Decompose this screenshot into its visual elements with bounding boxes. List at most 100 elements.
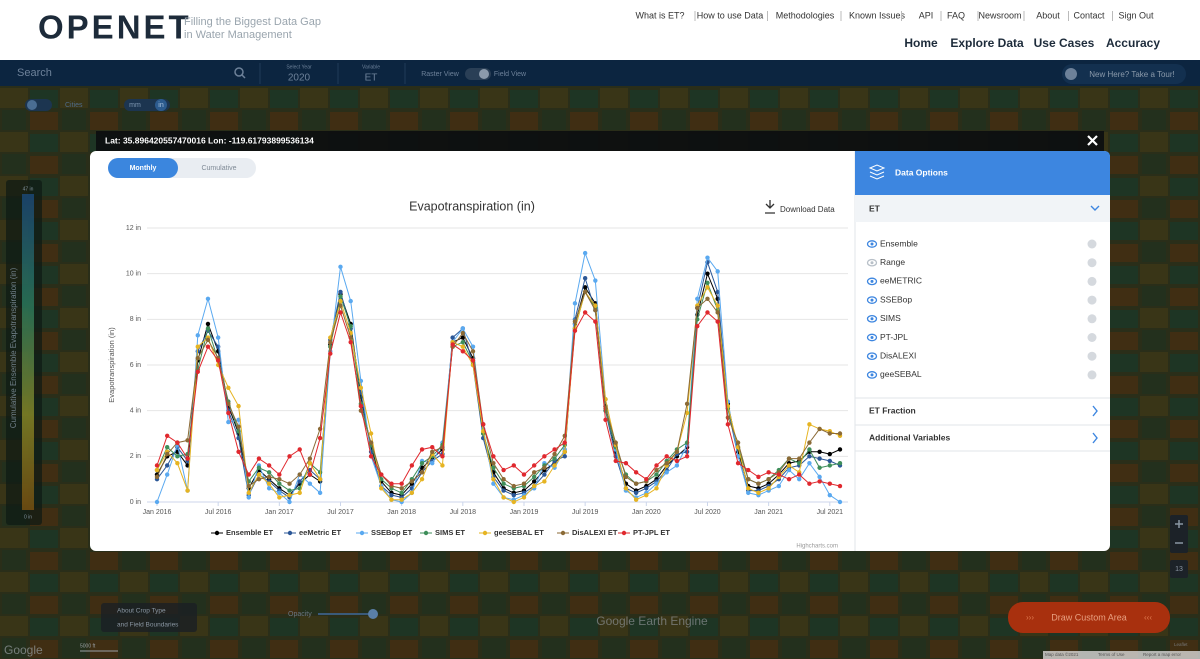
- search-icon[interactable]: [234, 67, 244, 77]
- top-link[interactable]: Contact: [1073, 10, 1105, 20]
- et-item[interactable]: geeSEBAL: [880, 369, 922, 379]
- et-item[interactable]: DisALEXI: [880, 350, 916, 360]
- section-title[interactable]: Additional Variables: [869, 432, 951, 442]
- eye-icon[interactable]: [870, 317, 874, 321]
- point: [450, 342, 455, 347]
- leaflet-credit[interactable]: Leaflet: [1174, 642, 1188, 647]
- legend-swatch[interactable]: [214, 530, 220, 536]
- x-tick-label: Jul 2020: [694, 509, 721, 516]
- year-select[interactable]: 2020: [288, 73, 311, 84]
- et-item[interactable]: Ensemble: [880, 238, 918, 248]
- help-icon[interactable]: [1087, 351, 1097, 361]
- top-link[interactable]: API: [919, 10, 934, 20]
- crop-info-button[interactable]: [101, 603, 197, 632]
- eye-icon[interactable]: [866, 296, 878, 304]
- eye-icon[interactable]: [870, 242, 874, 246]
- legend-item[interactable]: geeSEBAL ET: [494, 528, 544, 537]
- close-button[interactable]: [1087, 135, 1098, 146]
- legend-swatch[interactable]: [287, 530, 293, 536]
- eye-icon[interactable]: [870, 261, 874, 265]
- top-link[interactable]: About: [1036, 10, 1060, 20]
- et-item[interactable]: SIMS: [880, 313, 901, 323]
- point: [409, 463, 415, 468]
- tour-button[interactable]: [1062, 64, 1186, 84]
- eye-icon[interactable]: [866, 333, 878, 342]
- nav-link[interactable]: Accuracy: [1106, 36, 1160, 50]
- point: [654, 463, 659, 468]
- nav-link[interactable]: Home: [904, 36, 938, 50]
- section-title[interactable]: ET: [869, 203, 881, 213]
- eye-icon[interactable]: [866, 277, 878, 286]
- top-link[interactable]: Methodologies: [776, 10, 835, 20]
- help-icon[interactable]: [1087, 258, 1097, 268]
- top-link[interactable]: How to use Data: [697, 10, 764, 20]
- eye-icon[interactable]: [866, 352, 878, 361]
- eye-icon[interactable]: [870, 373, 874, 377]
- top-link[interactable]: Newsroom: [978, 10, 1021, 20]
- credits[interactable]: Highcharts.com: [796, 544, 838, 550]
- legend-item[interactable]: eeMetric ET: [299, 528, 342, 537]
- chevron[interactable]: [1090, 205, 1100, 211]
- legend-swatch[interactable]: [621, 530, 627, 536]
- top-link[interactable]: FAQ: [947, 10, 965, 20]
- point: [379, 486, 384, 491]
- legend-item[interactable]: DisALEXI ET: [572, 528, 618, 537]
- download-icon[interactable]: [765, 200, 775, 214]
- chevron[interactable]: [1092, 432, 1098, 444]
- tab[interactable]: Monthly: [130, 165, 157, 172]
- help-icon[interactable]: [1087, 370, 1097, 380]
- point: [307, 460, 313, 466]
- legend-swatch[interactable]: [482, 530, 488, 536]
- eye-icon[interactable]: [866, 240, 878, 248]
- point: [440, 454, 445, 459]
- eye-icon[interactable]: [870, 279, 874, 283]
- et-item[interactable]: eeMETRIC: [880, 276, 922, 286]
- logo[interactable]: OPENET: [38, 9, 192, 46]
- legend-item[interactable]: PT-JPL ET: [633, 528, 670, 537]
- eye-icon[interactable]: [870, 354, 874, 358]
- slider-knob[interactable]: [368, 609, 378, 619]
- et-item[interactable]: Range: [880, 257, 905, 267]
- nav-link[interactable]: Explore Data: [950, 36, 1024, 50]
- eye-icon[interactable]: [870, 336, 874, 339]
- legend-item[interactable]: Ensemble ET: [226, 528, 274, 537]
- legend-swatch[interactable]: [560, 530, 566, 536]
- eye-icon[interactable]: [866, 314, 878, 323]
- point: [827, 481, 833, 486]
- attribution[interactable]: Terms of Use: [1098, 652, 1125, 657]
- attribution[interactable]: Report a map error: [1143, 652, 1182, 657]
- et-item[interactable]: PT-JPL: [880, 332, 908, 342]
- unit-mm[interactable]: mm: [129, 102, 141, 109]
- help-icon[interactable]: [1087, 276, 1097, 286]
- section-title[interactable]: ET Fraction: [869, 405, 916, 415]
- draw-button[interactable]: [1008, 602, 1170, 633]
- point: [287, 499, 292, 505]
- tab-active[interactable]: [108, 158, 178, 178]
- tab[interactable]: Cumulative: [201, 165, 236, 172]
- search-input[interactable]: Search: [17, 67, 52, 79]
- top-link[interactable]: Sign Out: [1118, 10, 1154, 20]
- nav-link[interactable]: Use Cases: [1034, 36, 1095, 50]
- eye-icon[interactable]: [870, 298, 874, 302]
- eye-icon[interactable]: [866, 258, 878, 267]
- download-button[interactable]: Download Data: [780, 205, 835, 214]
- variable-select[interactable]: ET: [365, 73, 378, 84]
- help-icon[interactable]: [1087, 333, 1097, 342]
- legend-item[interactable]: SIMS ET: [435, 528, 465, 537]
- help-icon[interactable]: [1087, 295, 1097, 305]
- unit-in[interactable]: in: [158, 102, 164, 109]
- point: [164, 451, 170, 457]
- help-icon[interactable]: [1087, 314, 1097, 324]
- chevron[interactable]: [1092, 405, 1098, 417]
- point: [562, 440, 567, 445]
- legend-swatch[interactable]: [423, 530, 429, 536]
- point: [705, 280, 710, 285]
- et-item[interactable]: SSEBop: [880, 294, 912, 304]
- legend-item[interactable]: SSEBop ET: [371, 528, 413, 537]
- et-section[interactable]: [855, 195, 1110, 222]
- top-link[interactable]: What is ET?: [635, 10, 684, 20]
- legend-swatch[interactable]: [359, 530, 365, 536]
- top-link[interactable]: Known Issues: [849, 10, 906, 20]
- eye-icon[interactable]: [866, 371, 878, 379]
- help-icon[interactable]: [1087, 239, 1097, 249]
